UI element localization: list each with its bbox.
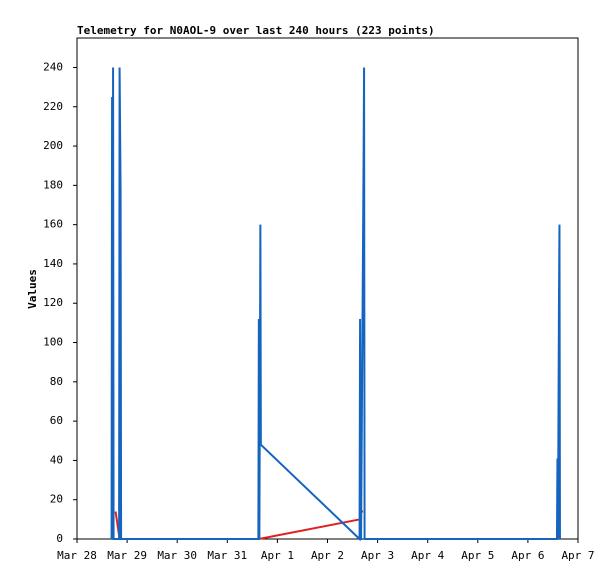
y-tick-label: 180 [43, 178, 63, 191]
x-tick-label: Apr 4 [411, 549, 444, 562]
x-tick-label: Apr 5 [461, 549, 494, 562]
y-tick-label: 0 [56, 532, 63, 545]
y-axis-label: Values [26, 269, 39, 309]
y-tick-label: 140 [43, 257, 63, 270]
x-tick-label: Apr 2 [311, 549, 344, 562]
chart-title: Telemetry for N0AOL-9 over last 240 hour… [77, 24, 435, 37]
y-tick-label: 80 [50, 375, 63, 388]
x-tick-label: Apr 6 [511, 549, 544, 562]
series-line [110, 67, 561, 542]
x-tick-label: Mar 31 [207, 549, 247, 562]
y-tick-label: 60 [50, 414, 63, 427]
x-tick-label: Apr 1 [261, 549, 294, 562]
x-tick-label: Mar 30 [157, 549, 197, 562]
plot-frame [76, 37, 579, 540]
y-tick-label: 160 [43, 218, 63, 231]
x-tick-label: Apr 7 [561, 549, 594, 562]
y-tick-label: 120 [43, 296, 63, 309]
y-tick-label: 40 [50, 453, 63, 466]
y-tick-label: 100 [43, 336, 63, 349]
y-tick-label: 200 [43, 139, 63, 152]
x-tick-label: Mar 28 [57, 549, 97, 562]
y-tick-label: 220 [43, 100, 63, 113]
series-line [114, 510, 364, 540]
y-tick-label: 20 [50, 493, 63, 506]
x-tick-label: Apr 3 [361, 549, 394, 562]
y-tick-label: 240 [43, 60, 63, 73]
x-tick-label: Mar 29 [107, 549, 147, 562]
